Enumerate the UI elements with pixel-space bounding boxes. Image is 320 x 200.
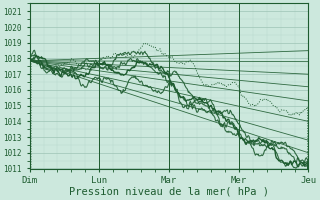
X-axis label: Pression niveau de la mer( hPa ): Pression niveau de la mer( hPa ) (69, 187, 269, 197)
